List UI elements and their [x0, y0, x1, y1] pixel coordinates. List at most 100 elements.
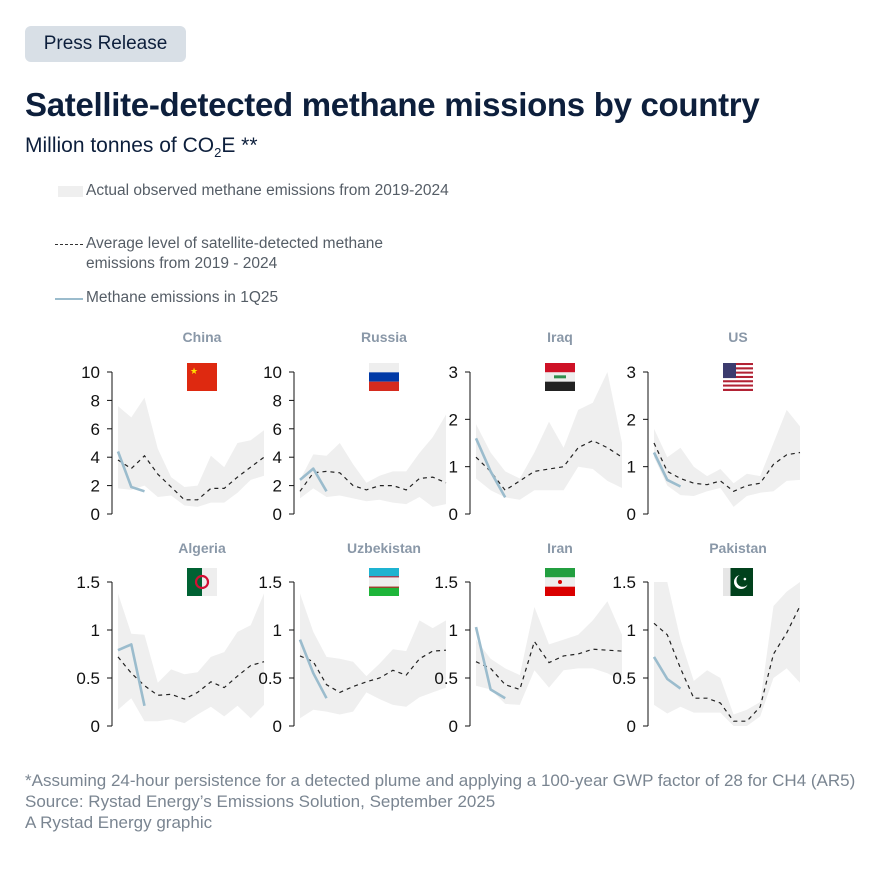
observed-range-band	[118, 593, 264, 724]
y-tick-label: 10	[263, 363, 282, 382]
y-tick-label: 4	[273, 448, 282, 467]
flag-stripe	[723, 378, 753, 381]
average-line	[653, 605, 801, 722]
flag-stripe	[723, 382, 753, 385]
y-tick-label: 2	[91, 477, 100, 496]
flag-star: ★	[190, 366, 198, 376]
panel-title: Algeria	[178, 540, 226, 556]
y-tick-label: 1.5	[258, 573, 282, 592]
chart-subtitle: Million tonnes of CO2E **	[25, 134, 258, 160]
flag-stripe	[723, 386, 753, 389]
legend-label-current: Methane emissions in 1Q25	[86, 289, 279, 306]
y-tick-label: 2	[273, 477, 282, 496]
panel-iran: Iran 0 0.5 1 1.5	[434, 540, 623, 736]
flag-field	[187, 363, 217, 391]
y-tick-label: 0.5	[612, 669, 636, 688]
y-tick-label: 1	[273, 621, 282, 640]
y-tick-label: 0	[273, 717, 282, 736]
current-1q25-line	[474, 437, 507, 499]
y-tick-label: 0.5	[434, 669, 458, 688]
current-1q25-line	[116, 451, 145, 493]
flag-stripe	[369, 586, 399, 596]
flag-stripe	[723, 369, 753, 372]
legend-swatch-current	[55, 298, 83, 300]
y-tick-label: 1	[449, 458, 458, 477]
average-line	[299, 470, 447, 492]
y-tick-label: 0	[91, 717, 100, 736]
observed-range-band	[300, 593, 446, 719]
y-tick-label: 8	[273, 391, 282, 410]
iraq-flag	[545, 363, 575, 391]
y-tick-label: 1	[627, 621, 636, 640]
flag-stripe	[723, 380, 753, 383]
average-line	[475, 439, 623, 492]
y-tick-label: 10	[81, 363, 100, 382]
panel-title: Iran	[547, 540, 573, 556]
flag-stripe	[723, 384, 753, 387]
y-tick-label: 1	[91, 621, 100, 640]
iran-flag	[545, 568, 575, 596]
panel-title: Uzbekistan	[347, 540, 421, 556]
panel-title: US	[728, 329, 747, 345]
current-1q25-line	[652, 656, 682, 690]
observed-range-band	[476, 372, 622, 500]
y-tick-label: 0	[627, 717, 636, 736]
y-tick-label: 1.5	[76, 573, 100, 592]
y-tick-label: 8	[91, 391, 100, 410]
y-tick-label: 3	[449, 363, 458, 382]
press-release-badge: Press Release	[25, 26, 186, 62]
observed-range-band	[654, 582, 800, 726]
y-tick-label: 0	[91, 505, 100, 524]
footnote-source: Source: Rystad Energy’s Emissions Soluti…	[25, 792, 496, 811]
y-tick-label: 0	[627, 505, 636, 524]
footnotes: *Assuming 24-hour persistence for a dete…	[25, 770, 865, 833]
y-tick-label: 2	[449, 410, 458, 429]
panel-china: China ★ 0 2 4 6 8 10	[81, 329, 265, 524]
pakistan-flag	[723, 568, 753, 596]
flag-fimbriation	[369, 576, 399, 578]
flag-hoist	[723, 568, 731, 596]
china-flag: ★	[187, 363, 217, 391]
flag-stripe	[545, 568, 575, 578]
legend-swatch-band	[58, 186, 83, 197]
panel-title: China	[183, 329, 222, 345]
subtitle-suffix: E **	[221, 134, 258, 157]
flag-stripe	[369, 577, 399, 587]
current-1q25-line	[474, 626, 506, 700]
observed-range-band	[300, 414, 446, 507]
flag-half	[187, 568, 202, 596]
flag-stripe	[723, 365, 753, 368]
observed-range-band	[118, 397, 264, 507]
subtitle-prefix: Million tonnes of CO	[25, 134, 215, 157]
flag-emblem	[558, 580, 562, 584]
flag-script	[554, 375, 566, 379]
observed-range-band	[654, 409, 800, 507]
legend-swatch-average	[55, 244, 83, 245]
y-tick-label: 1	[627, 458, 636, 477]
y-tick-label: 6	[273, 420, 282, 439]
y-tick-label: 0	[449, 717, 458, 736]
flag-stripe	[369, 381, 399, 391]
legend-label-band: Actual observed methane emissions from 2…	[86, 182, 449, 199]
flag-half	[202, 568, 217, 596]
y-tick-label: 3	[627, 363, 636, 382]
flag-stripe	[369, 372, 399, 382]
y-tick-label: 0	[273, 505, 282, 524]
panel-title: Pakistan	[709, 540, 767, 556]
y-tick-label: 0.5	[258, 669, 282, 688]
average-line	[299, 649, 447, 694]
average-line	[653, 442, 801, 492]
y-tick-label: 1.5	[434, 573, 458, 592]
panel-uzbekistan: Uzbekistan 0 0.5 1 1.5	[258, 540, 447, 736]
flag-stripe	[545, 586, 575, 596]
y-tick-label: 1	[449, 621, 458, 640]
panel-russia: Russia 0 2 4 6 8 10	[263, 329, 447, 524]
subtitle-subscript: 2	[214, 145, 222, 161]
average-line	[475, 640, 623, 691]
y-tick-label: 2	[627, 410, 636, 429]
algeria-flag	[187, 568, 217, 596]
us-flag	[723, 363, 753, 391]
flag-stripe	[723, 371, 753, 374]
legend-label-average: Average level of satellite-detected meth…	[86, 235, 383, 272]
panel-title: Iraq	[547, 329, 573, 345]
